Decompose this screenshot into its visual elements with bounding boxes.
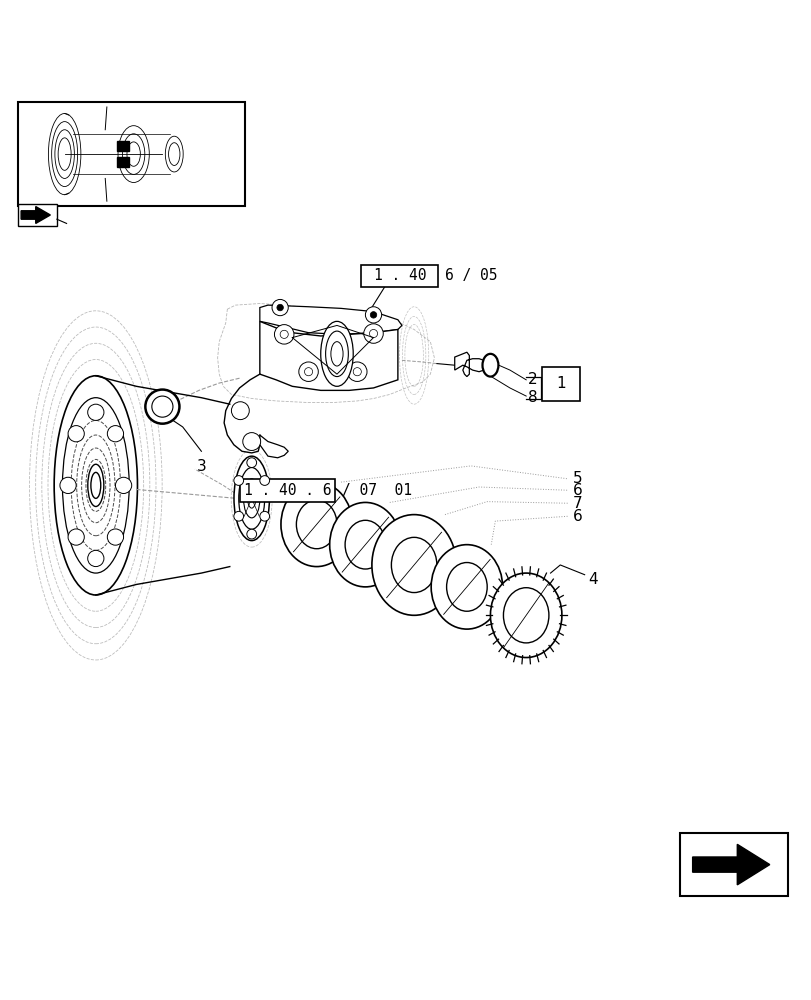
- Circle shape: [247, 529, 256, 539]
- Ellipse shape: [482, 354, 498, 377]
- Ellipse shape: [446, 563, 487, 611]
- Ellipse shape: [325, 331, 348, 377]
- Ellipse shape: [296, 500, 337, 549]
- Circle shape: [242, 433, 260, 450]
- Polygon shape: [260, 305, 401, 334]
- Circle shape: [145, 390, 179, 424]
- Circle shape: [260, 476, 269, 485]
- Text: 1: 1: [556, 376, 565, 391]
- Bar: [18, 102, 245, 206]
- Circle shape: [88, 404, 104, 420]
- Ellipse shape: [431, 545, 502, 629]
- Ellipse shape: [54, 376, 137, 595]
- Circle shape: [88, 550, 104, 567]
- Text: 1 . 40 . 6: 1 . 40 . 6: [243, 483, 331, 498]
- Circle shape: [272, 299, 288, 316]
- Circle shape: [274, 325, 294, 344]
- Ellipse shape: [320, 321, 353, 386]
- Text: 4: 4: [588, 572, 598, 587]
- Circle shape: [231, 402, 249, 420]
- Polygon shape: [260, 435, 288, 458]
- Ellipse shape: [88, 464, 104, 506]
- Text: 3: 3: [196, 459, 206, 474]
- Text: 6 / 05: 6 / 05: [444, 268, 497, 283]
- Ellipse shape: [281, 482, 352, 567]
- Ellipse shape: [234, 456, 269, 541]
- Text: 1 . 40: 1 . 40: [373, 268, 426, 283]
- Bar: [680, 833, 787, 896]
- Text: 8: 8: [527, 390, 537, 405]
- Ellipse shape: [391, 537, 436, 593]
- Ellipse shape: [329, 502, 401, 587]
- Circle shape: [365, 307, 381, 323]
- Circle shape: [60, 477, 76, 494]
- Text: 6: 6: [572, 509, 581, 524]
- Circle shape: [277, 304, 283, 311]
- Ellipse shape: [503, 588, 548, 643]
- Ellipse shape: [331, 342, 342, 366]
- Bar: [239, 479, 335, 502]
- Bar: [18, 204, 57, 226]
- Circle shape: [280, 330, 288, 338]
- Circle shape: [234, 511, 243, 521]
- Ellipse shape: [247, 489, 255, 508]
- Bar: [542, 367, 579, 401]
- Circle shape: [68, 529, 84, 545]
- Ellipse shape: [238, 468, 264, 529]
- Circle shape: [107, 529, 123, 545]
- Polygon shape: [454, 352, 485, 377]
- Circle shape: [247, 458, 256, 468]
- Circle shape: [347, 362, 367, 381]
- Bar: [361, 265, 438, 287]
- Ellipse shape: [91, 472, 101, 498]
- Circle shape: [369, 329, 377, 338]
- Circle shape: [370, 312, 376, 318]
- Circle shape: [115, 477, 131, 494]
- Bar: [118, 141, 129, 151]
- Text: 5: 5: [572, 471, 581, 486]
- Polygon shape: [260, 321, 397, 390]
- Text: / 07  01: / 07 01: [341, 483, 411, 498]
- Circle shape: [363, 324, 383, 343]
- Text: 6: 6: [572, 483, 581, 498]
- Circle shape: [304, 368, 312, 376]
- Circle shape: [107, 426, 123, 442]
- Circle shape: [68, 426, 84, 442]
- Circle shape: [298, 362, 318, 381]
- Ellipse shape: [243, 479, 260, 518]
- Text: 7: 7: [572, 496, 581, 511]
- Text: 2: 2: [527, 372, 537, 387]
- Circle shape: [234, 476, 243, 485]
- Ellipse shape: [490, 573, 561, 658]
- Ellipse shape: [371, 515, 456, 615]
- Circle shape: [353, 368, 361, 376]
- Bar: [118, 157, 129, 167]
- Circle shape: [260, 511, 269, 521]
- Circle shape: [152, 396, 173, 417]
- Ellipse shape: [345, 520, 385, 569]
- Polygon shape: [692, 844, 769, 885]
- Polygon shape: [21, 207, 50, 223]
- Ellipse shape: [62, 398, 129, 573]
